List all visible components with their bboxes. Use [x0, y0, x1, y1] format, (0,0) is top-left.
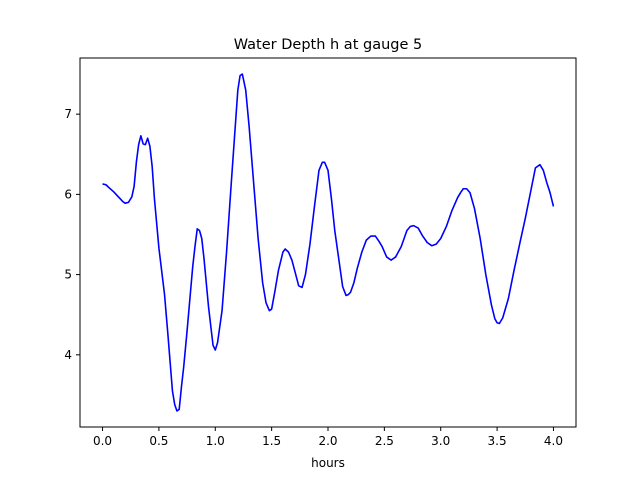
y-tick-label: 5	[64, 268, 72, 282]
x-tick-label: 0.0	[93, 434, 112, 448]
x-tick-label: 3.0	[431, 434, 450, 448]
y-tick-label: 7	[64, 107, 72, 121]
x-tick-label: 3.5	[488, 434, 507, 448]
y-tick-label: 4	[64, 348, 72, 362]
series-line-0	[102, 73, 555, 412]
plot-area: 0.0 0.5 1.0 1.5 2.0 2.5 3.0 3.5 4.0 4 5 6 7	[64, 57, 577, 448]
y-tick-label: 6	[64, 187, 72, 201]
x-axis-label: hours	[311, 456, 345, 470]
x-tick-label: 1.0	[206, 434, 225, 448]
x-tick-label: 2.5	[375, 434, 394, 448]
x-tick-label: 0.5	[149, 434, 168, 448]
x-tick-label: 1.5	[262, 434, 281, 448]
x-tick-label: 4.0	[544, 434, 563, 448]
chart-title: Water Depth h at gauge 5	[234, 37, 422, 53]
x-tick-label: 2.0	[318, 434, 337, 448]
